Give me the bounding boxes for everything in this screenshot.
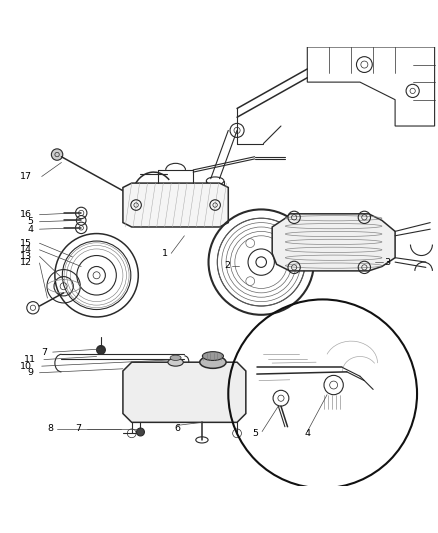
Ellipse shape [202, 352, 223, 360]
Text: 17: 17 [20, 172, 32, 181]
Text: 2: 2 [224, 261, 230, 270]
Text: 1: 1 [161, 249, 167, 258]
Text: 7: 7 [75, 424, 81, 433]
Text: 12: 12 [20, 259, 32, 268]
Polygon shape [123, 362, 245, 422]
Text: 5: 5 [252, 429, 258, 438]
Ellipse shape [199, 356, 226, 368]
Polygon shape [272, 214, 394, 271]
Text: 14: 14 [20, 245, 32, 254]
Text: 15: 15 [20, 239, 32, 248]
Text: 8: 8 [47, 424, 53, 433]
Text: 6: 6 [173, 424, 180, 433]
Text: 16: 16 [20, 210, 32, 219]
Text: 3: 3 [383, 257, 389, 266]
Circle shape [51, 149, 63, 160]
Ellipse shape [167, 358, 183, 366]
Text: 13: 13 [20, 252, 32, 261]
Text: 11: 11 [24, 355, 36, 364]
Text: 5: 5 [28, 217, 34, 226]
Text: 10: 10 [20, 362, 32, 370]
Text: 7: 7 [41, 348, 47, 357]
Polygon shape [123, 183, 228, 227]
Circle shape [136, 428, 144, 436]
Ellipse shape [170, 355, 181, 360]
Text: 4: 4 [304, 429, 310, 438]
Circle shape [96, 345, 105, 354]
Text: 9: 9 [28, 368, 34, 377]
Text: 4: 4 [28, 225, 34, 233]
